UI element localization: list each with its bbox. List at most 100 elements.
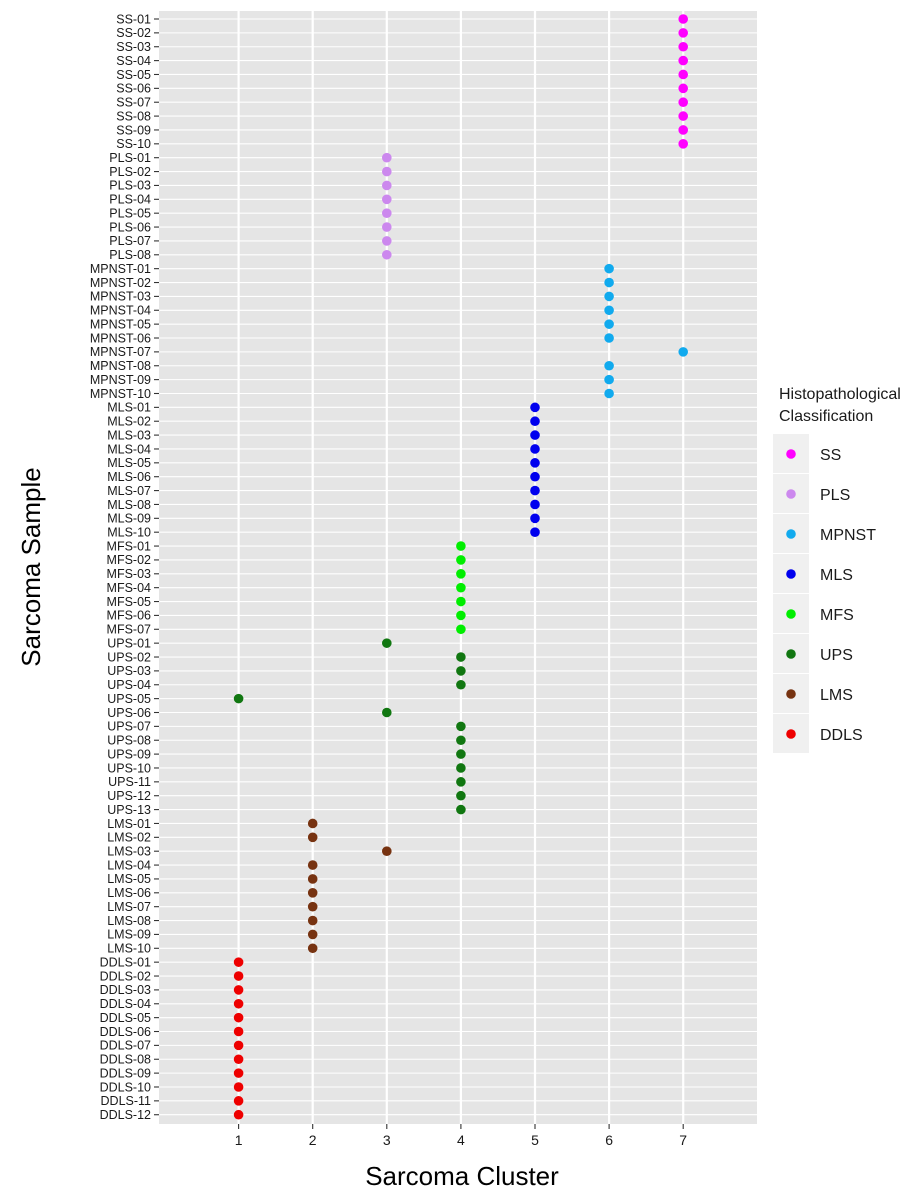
point-mls-07 — [530, 485, 540, 496]
y-tick-label: MPNST-03 — [90, 290, 151, 304]
x-axis: 1 2 3 4 5 6 7 — [235, 1124, 687, 1148]
y-tick-label: LMS-10 — [107, 942, 151, 956]
point-lms-01 — [307, 818, 318, 829]
y-tick-label: SS-03 — [116, 40, 151, 54]
point-mfs-04 — [456, 582, 466, 593]
y-tick-label: PLS-01 — [109, 151, 151, 165]
y-tick-label: UPS-03 — [107, 664, 151, 678]
y-tick-label: UPS-05 — [107, 692, 151, 706]
y-tick-label: MFS-04 — [107, 581, 152, 595]
y-tick-label: MFS-06 — [107, 609, 152, 623]
y-tick-label: DDLS-09 — [100, 1066, 151, 1080]
y-tick-label: MLS-03 — [107, 428, 151, 442]
point-ss-05 — [678, 69, 688, 80]
y-tick-label: PLS-05 — [109, 206, 151, 220]
point-ups-10 — [456, 763, 466, 773]
y-tick-label: DDLS-07 — [100, 1039, 151, 1053]
point-lms-02 — [307, 832, 318, 843]
point-ddls-07 — [233, 1040, 244, 1051]
y-tick-label: DDLS-08 — [100, 1053, 151, 1067]
y-tick-label: DDLS-10 — [100, 1080, 151, 1094]
point-ddls-09 — [233, 1068, 244, 1078]
y-tick-label: PLS-06 — [109, 220, 151, 234]
y-tick-label: MFS-01 — [107, 539, 152, 553]
y-tick-label: MFS-05 — [107, 595, 152, 609]
y-tick-label: DDLS-04 — [100, 997, 151, 1011]
point-ss-02 — [678, 28, 688, 38]
point-mfs-06 — [456, 610, 466, 621]
point-lms-04 — [307, 860, 318, 870]
y-tick-label: DDLS-05 — [100, 1011, 151, 1025]
y-tick-label: UPS-09 — [107, 747, 151, 761]
y-tick-label: MLS-04 — [107, 442, 151, 456]
y-tick-label: MLS-05 — [107, 456, 151, 470]
x-tick-label: 5 — [531, 1132, 539, 1148]
point-mpnst-02 — [604, 277, 614, 288]
y-tick-label: UPS-12 — [107, 789, 151, 803]
y-tick-label: MLS-02 — [107, 415, 151, 429]
point-ss-10 — [678, 139, 688, 149]
point-ss-01 — [678, 14, 688, 24]
legend-label-pls: PLS — [820, 487, 850, 504]
y-tick-label: MLS-06 — [107, 470, 151, 484]
legend-label-lms: LMS — [820, 687, 853, 704]
y-tick-label: SS-08 — [116, 109, 151, 123]
y-tick-label: UPS-13 — [107, 803, 151, 817]
point-pls-02 — [382, 166, 392, 177]
point-mls-08 — [530, 499, 540, 510]
y-tick-label: MFS-03 — [107, 567, 152, 581]
point-mpnst-03 — [604, 291, 614, 302]
y-tick-label: UPS-10 — [107, 761, 151, 775]
point-lms-08 — [307, 915, 318, 926]
x-tick-label: 3 — [383, 1132, 391, 1148]
point-ddls-06 — [233, 1026, 244, 1037]
y-tick-label: UPS-08 — [107, 734, 151, 748]
x-tick-label: 7 — [679, 1132, 687, 1148]
y-tick-label: LMS-07 — [107, 900, 151, 914]
y-tick-label: SS-02 — [116, 26, 151, 40]
point-pls-04 — [382, 194, 392, 205]
y-tick-label: MLS-10 — [107, 525, 151, 539]
point-lms-10 — [307, 943, 318, 954]
legend-swatch-ddls — [786, 729, 796, 739]
point-mpnst-10 — [604, 388, 614, 399]
point-mpnst-04 — [604, 305, 614, 316]
y-tick-label: PLS-08 — [109, 248, 151, 262]
y-tick-label: LMS-09 — [107, 928, 151, 942]
legend-label-mfs: MFS — [820, 607, 854, 624]
y-axis: SS-01SS-02SS-03SS-04SS-05SS-06SS-07SS-08… — [90, 12, 159, 1122]
point-ups-09 — [456, 749, 466, 759]
legend-title-line-1: Histopathological — [779, 386, 901, 403]
y-tick-label: PLS-03 — [109, 179, 151, 193]
legend-swatch-ss — [786, 449, 796, 459]
y-tick-label: MPNST-02 — [90, 276, 151, 290]
point-ddls-11 — [233, 1096, 244, 1106]
point-pls-08 — [382, 249, 392, 260]
x-tick-label: 1 — [235, 1132, 243, 1148]
x-tick-label: 2 — [309, 1132, 317, 1148]
point-ddls-05 — [233, 1012, 244, 1023]
point-mpnst-05 — [604, 319, 614, 329]
y-tick-label: SS-06 — [116, 82, 151, 96]
point-ups-04 — [456, 679, 466, 690]
x-axis-title: Sarcoma Cluster — [365, 1161, 559, 1189]
point-mfs-07 — [456, 624, 466, 635]
point-mpnst-01 — [604, 263, 614, 274]
y-axis-title: Sarcoma Sample — [16, 467, 46, 666]
point-mls-05 — [530, 458, 540, 468]
legend-label-ups: UPS — [820, 647, 853, 664]
x-tick-label: 4 — [457, 1132, 465, 1148]
y-tick-label: DDLS-03 — [100, 983, 151, 997]
y-tick-label: MPNST-04 — [90, 304, 151, 318]
legend-swatch-mpnst — [786, 529, 796, 539]
point-mfs-02 — [456, 555, 466, 565]
point-ss-09 — [678, 125, 688, 135]
point-ddls-04 — [233, 998, 244, 1009]
y-tick-label: MFS-02 — [107, 553, 152, 567]
y-tick-label: LMS-01 — [107, 817, 151, 831]
y-tick-label: PLS-07 — [109, 234, 151, 248]
y-tick-label: LMS-04 — [107, 858, 151, 872]
point-ddls-02 — [233, 971, 244, 981]
y-tick-label: DDLS-11 — [101, 1094, 152, 1108]
